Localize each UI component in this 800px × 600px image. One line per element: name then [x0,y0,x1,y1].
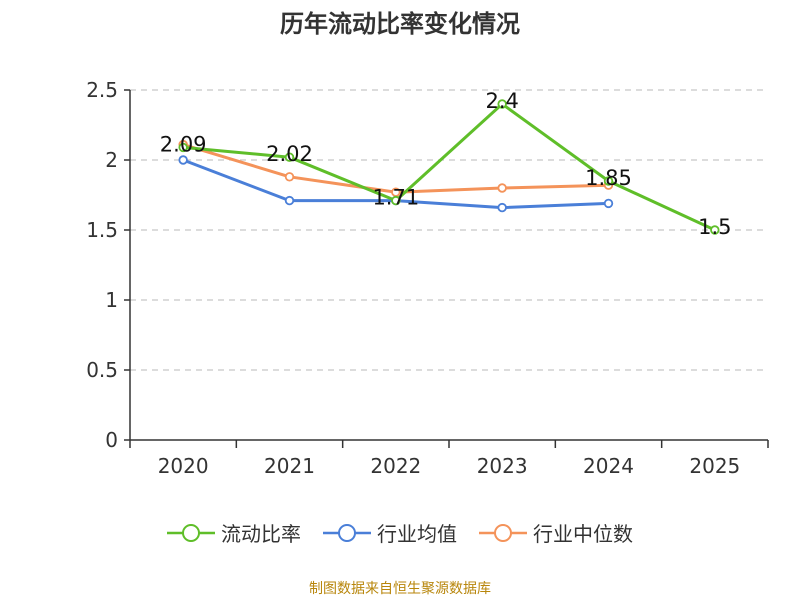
x-tick-label: 2020 [158,454,209,478]
data-point [284,152,295,162]
legend: 流动比率 行业均值 行业中位数 [0,518,800,547]
y-tick-label: 2.5 [86,78,118,102]
data-label: 1.85 [585,166,632,190]
data-label: 2.09 [160,132,207,156]
legend-item-current-ratio[interactable]: 流动比率 [167,518,301,547]
data-point [284,195,295,206]
data-point [178,155,188,165]
data-point [178,142,188,153]
y-tick-label: 0 [105,428,118,452]
legend-label-current-ratio: 流动比率 [221,522,301,546]
data-point [497,99,507,109]
data-labels: 2.09 2.02 1.71 2.4 1.85 1.5 [160,89,732,239]
x-tick-label: 2024 [583,454,634,478]
axes [124,89,769,448]
x-tick-label: 2023 [477,454,528,478]
data-point [603,176,614,186]
legend-label-industry-median: 行业中位数 [533,522,633,546]
x-tick-label: 2025 [689,454,740,478]
y-tick-label: 2 [105,148,118,172]
x-tick-label: 2021 [264,454,315,478]
data-label: 1.5 [698,215,731,239]
legend-marker-industry-mean [323,523,371,542]
legend-item-industry-mean[interactable]: 行业均值 [323,518,457,547]
data-point [603,198,614,209]
grid-lines [130,89,768,371]
tick-labels: 0 0.5 1 1.5 2 2.5 2020 2021 2022 2023 2024 2025 [86,78,740,478]
data-point [497,202,507,213]
data-point [497,183,507,193]
legend-marker-current-ratio [167,523,215,542]
chart-title: 历年流动比率变化情况 [280,10,520,38]
data-label: 2.4 [485,89,518,113]
data-point [284,172,295,182]
source-note: 制图数据来自恒生聚源数据库 [309,581,491,597]
x-tick-label: 2022 [370,454,421,478]
data-label: 2.02 [266,142,313,166]
series-line [183,102,716,232]
legend-marker-industry-median [479,523,527,542]
legend-label-industry-mean: 行业均值 [377,522,457,546]
series-lines [182,102,716,232]
y-tick-label: 1.5 [86,218,118,242]
legend-item-industry-median[interactable]: 行业中位数 [479,518,633,547]
data-point [710,225,720,235]
y-tick-label: 1 [105,288,118,312]
series-points [178,99,720,235]
y-tick-label: 0.5 [86,358,118,382]
data-point [391,195,401,206]
data-label: 1.71 [372,186,419,210]
